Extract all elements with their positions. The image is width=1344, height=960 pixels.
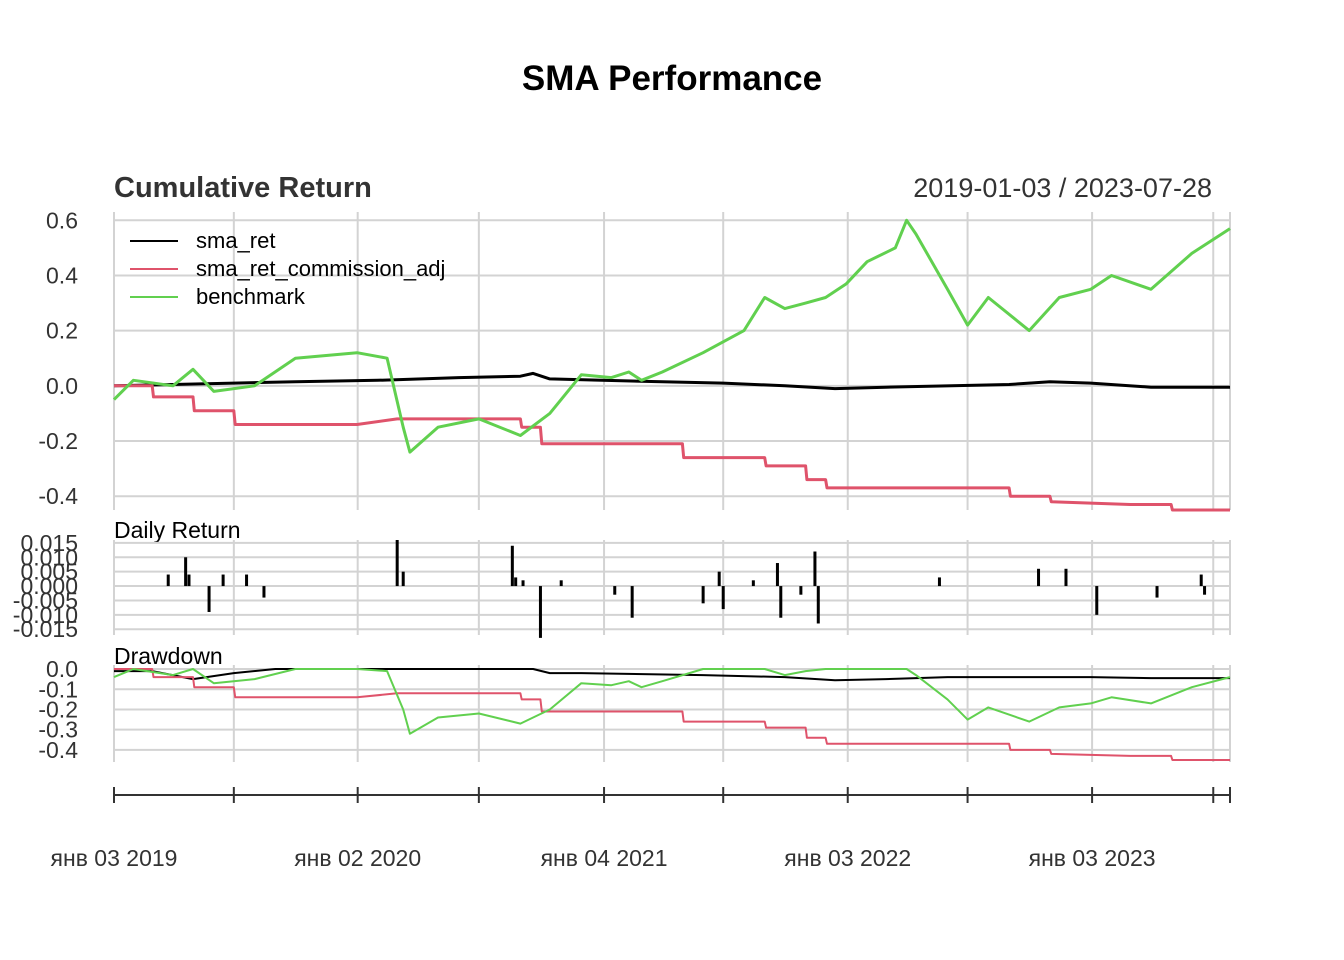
daily-return-bar: [510, 545, 514, 587]
y-tick-label: -0.005: [13, 587, 78, 613]
daily-return-bar: [1203, 586, 1207, 595]
x-tick-label: янв 03 2023: [1029, 845, 1156, 871]
series-line-sma-ret: [113, 371, 1230, 391]
daily-return-bar: [701, 586, 705, 604]
chart-title: SMA Performance: [522, 59, 822, 98]
daily-return-bar: [799, 586, 803, 595]
y-tick-label: 0.0: [46, 373, 78, 399]
daily-return-bar: [207, 586, 211, 612]
y-tick-label: -0.2: [38, 696, 78, 722]
x-tick-label: янв 04 2021: [541, 845, 668, 871]
daily-return-bar: [401, 571, 405, 587]
y-tick-label: -0.4: [38, 483, 78, 509]
legend-label-sma-ret-commission-adj: sma_ret_commission_adj: [196, 256, 445, 281]
x-tick-label: янв 03 2019: [51, 845, 178, 871]
daily-return-bar: [1155, 586, 1159, 598]
daily-return-bar: [262, 586, 266, 598]
y-tick-label: 0.6: [46, 207, 78, 233]
y-tick-label: 0.000: [20, 573, 78, 599]
y-tick-label: 0.2: [46, 318, 78, 344]
y-tick-label: 0.4: [46, 262, 78, 288]
y-tick-label: 0.015: [20, 530, 78, 556]
daily-return-bar: [779, 586, 783, 618]
y-tick-label: 0.0: [46, 656, 78, 682]
y-tick-label: -0.3: [38, 717, 78, 743]
y-tick-label: 0.010: [20, 544, 78, 570]
daily-return-bar: [187, 574, 191, 587]
daily-return-bar: [813, 551, 817, 587]
plot-layer: 0.6 0.4 0.2 0.0 -0.2 -0.4 0.0150.0100.0050.000…: [13, 207, 1231, 871]
panel-title-daily-return: Daily Return: [114, 517, 241, 543]
daily-return-bar: [395, 540, 399, 587]
x-tick-label: янв 03 2022: [784, 845, 911, 871]
daily-return-bar: [816, 586, 820, 624]
series-line-benchmark: [112, 218, 1231, 454]
daily-return-bar: [613, 586, 617, 595]
series-line-benchmark: [113, 668, 1231, 735]
date-range-label: 2019-01-03 / 2023-07-28: [913, 173, 1212, 203]
daily-return-bar: [221, 574, 225, 587]
legend: sma_ret sma_ret_commission_adj benchmark: [130, 228, 445, 309]
y-tick-label: -0.2: [38, 428, 78, 454]
daily-return-bar: [1064, 568, 1068, 587]
legend-label-benchmark: benchmark: [196, 284, 306, 309]
y-tick-label: -0.1: [38, 676, 78, 702]
daily-return-bar: [1037, 568, 1041, 587]
daily-return-bar: [559, 580, 563, 587]
daily-return-bar: [721, 586, 725, 610]
daily-return-bar: [1199, 574, 1203, 587]
daily-return-bar: [1095, 586, 1099, 615]
panel-title-cumulative-return: Cumulative Return: [114, 172, 372, 204]
daily-return-bar: [775, 563, 779, 587]
daily-return-bar: [514, 577, 518, 587]
y-tick-label: 0.005: [20, 559, 78, 585]
series-line-sma-ret-commission-adj: [114, 384, 1230, 512]
y-tick-label: -0.4: [38, 737, 78, 763]
daily-return-bar: [937, 577, 941, 587]
series-line-sma-ret: [114, 668, 1230, 682]
y-tick-label: -0.010: [13, 602, 78, 628]
panel-title-drawdown: Drawdown: [114, 643, 223, 669]
y-tick-label: -0.015: [13, 616, 78, 642]
series-line-sma-ret-commission-adj: [114, 668, 1230, 761]
legend-label-sma-ret: sma_ret: [196, 228, 275, 253]
daily-return-bar: [717, 571, 721, 587]
daily-return-bar: [630, 586, 634, 618]
daily-return-bar: [184, 557, 188, 587]
x-tick-label: янв 02 2020: [294, 845, 421, 871]
daily-return-bar: [166, 574, 170, 587]
daily-return-bar: [245, 574, 249, 587]
daily-return-bar: [751, 580, 755, 587]
daily-return-bar: [538, 586, 542, 638]
daily-return-bar: [521, 580, 525, 587]
